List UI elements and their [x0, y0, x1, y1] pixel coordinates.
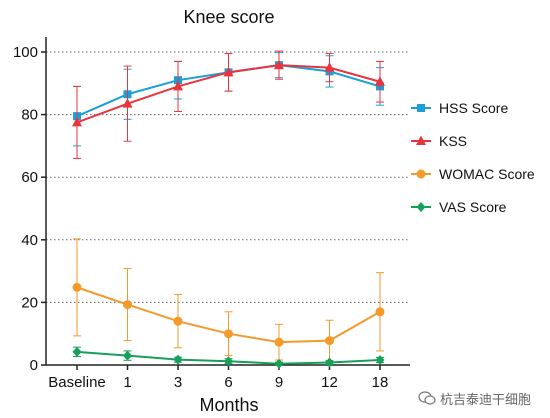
point-womac-score-0 [72, 282, 82, 292]
series-vas-score [72, 346, 385, 369]
y-tick-label-60: 60 [21, 169, 38, 186]
x-tick-label-6: 18 [372, 374, 389, 391]
legend-label-kss: KSS [439, 133, 467, 149]
y-tick-label-80: 80 [21, 107, 38, 124]
series-group [72, 50, 385, 369]
legend-marker-womac-score [416, 169, 426, 179]
y-tick-label-20: 20 [21, 294, 38, 311]
point-womac-score-6 [375, 307, 385, 317]
point-kss-5 [324, 62, 335, 72]
point-womac-score-5 [325, 336, 334, 346]
series-womac-score [72, 238, 385, 362]
y-tick-label-0: 0 [30, 357, 38, 374]
legend-label-womac-score: WOMAC Score [439, 166, 535, 182]
legend-marker-hss-score [417, 104, 425, 112]
y-tick-label-40: 40 [21, 232, 38, 249]
x-tick-label-2: 3 [174, 374, 182, 391]
y-tick-label-100: 100 [13, 44, 38, 61]
x-tick-label-4: 9 [275, 374, 283, 391]
y-ticks: 0 20 40 60 80 100 [13, 44, 46, 374]
watermark-text: 杭吉泰迪干细胞 [440, 392, 532, 408]
x-tick-label-5: 12 [321, 374, 338, 391]
x-tick-label-1: 1 [123, 374, 131, 391]
point-womac-score-2 [173, 316, 183, 326]
x-tick-label-3: 6 [224, 374, 232, 391]
grid [46, 51, 410, 303]
wechat-icon [418, 391, 436, 405]
point-kss-3 [223, 66, 234, 77]
x-ticks: Baseline 1 3 6 9 12 18 [48, 365, 388, 391]
point-kss-4 [274, 59, 284, 70]
point-vas-score-6 [375, 354, 385, 365]
point-kss-6 [375, 76, 385, 86]
point-womac-score-1 [123, 300, 132, 310]
point-kss-1 [122, 98, 133, 108]
series-kss [72, 50, 385, 159]
point-vas-score-3 [224, 356, 233, 367]
legend-marker-vas-score [416, 202, 426, 212]
point-vas-score-1 [123, 350, 132, 361]
point-womac-score-3 [224, 329, 233, 339]
legend-label-hss-score: HSS Score [439, 100, 508, 116]
point-kss-2 [173, 80, 183, 91]
point-kss-0 [72, 116, 82, 127]
point-womac-score-4 [274, 337, 284, 347]
chart-title: Knee score [183, 7, 274, 27]
point-vas-score-0 [72, 346, 82, 357]
watermark: 杭吉泰迪干细胞 [418, 386, 548, 410]
point-vas-score-2 [173, 354, 183, 365]
legend-label-vas-score: VAS Score [439, 199, 507, 215]
legend-marker-kss [416, 135, 426, 145]
x-tick-label-0: Baseline [48, 374, 106, 391]
point-vas-score-5 [325, 357, 334, 368]
point-vas-score-4 [274, 358, 284, 369]
legend: HSS Score KSS WOMAC Score VAS Score [411, 100, 535, 215]
x-axis-label: Months [199, 395, 258, 415]
